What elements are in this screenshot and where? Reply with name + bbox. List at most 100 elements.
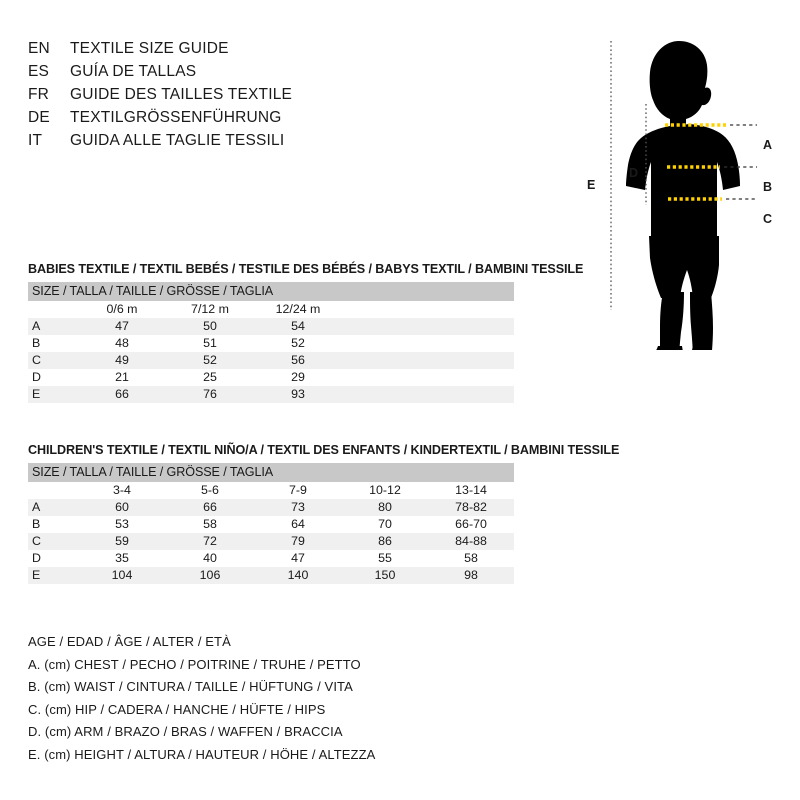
babies-cell-e-1: 76 [166, 386, 254, 403]
babies-cell-c-pad [342, 352, 514, 369]
language-code-fr: FR [28, 86, 50, 103]
babies-row-label-e: E [28, 386, 78, 403]
language-row-de: DE TEXTILGRÖSSENFÜHRUNG [28, 109, 448, 132]
babies-cell-a-1: 50 [166, 318, 254, 335]
table-row: D 21 25 29 [28, 369, 514, 386]
children-row-label-d: D [28, 550, 78, 567]
babies-corner-cell [28, 301, 78, 318]
babies-size-header-label: SIZE / TALLA / TAILLE / GRÖSSE / TAGLIA [28, 282, 514, 301]
babies-col-header-1: 7/12 m [166, 301, 254, 318]
children-cell-e-2: 140 [254, 567, 342, 584]
children-col-header-3: 10-12 [342, 482, 428, 499]
children-cell-b-1: 58 [166, 516, 254, 533]
language-code-es: ES [28, 63, 50, 80]
babies-cell-b-1: 51 [166, 335, 254, 352]
table-row: A 60 66 73 80 78-82 [28, 499, 515, 516]
children-row-label-e: E [28, 567, 78, 584]
legend-line-height: E. (cm) HEIGHT / ALTURA / HAUTEUR / HÖHE… [28, 746, 376, 762]
children-cell-c-1: 72 [166, 533, 254, 550]
language-title-en: TEXTILE SIZE GUIDE [70, 40, 229, 57]
table-row: E 66 76 93 [28, 386, 514, 403]
children-size-header-row: SIZE / TALLA / TAILLE / GRÖSSE / TAGLIA [28, 463, 515, 482]
children-cell-a-3: 80 [342, 499, 428, 516]
children-cell-d-2: 47 [254, 550, 342, 567]
children-cell-e-0: 104 [78, 567, 166, 584]
children-col-header-2: 7-9 [254, 482, 342, 499]
babies-cell-e-pad [342, 386, 514, 403]
children-cell-d-0: 35 [78, 550, 166, 567]
children-textile-section: CHILDREN'S TEXTILE / TEXTIL NIÑO/A / TEX… [28, 443, 619, 584]
table-row: C 49 52 56 [28, 352, 514, 369]
babies-column-header-row: 0/6 m 7/12 m 12/24 m [28, 301, 514, 318]
children-cell-c-2: 79 [254, 533, 342, 550]
language-row-es: ES GUÍA DE TALLAS [28, 63, 448, 86]
children-corner-cell [28, 482, 78, 499]
children-cell-d-4: 58 [428, 550, 515, 567]
children-row-label-b: B [28, 516, 78, 533]
language-title-de: TEXTILGRÖSSENFÜHRUNG [70, 109, 282, 126]
legend-line-waist: B. (cm) WAIST / CINTURA / TAILLE / HÜFTU… [28, 679, 353, 694]
legend-line-hip: C. (cm) HIP / CADERA / HANCHE / HÜFTE / … [28, 701, 326, 717]
marker-label-d: D [629, 166, 639, 180]
children-cell-a-2: 73 [254, 499, 342, 516]
babies-col-header-pad [342, 301, 514, 318]
babies-textile-section: BABIES TEXTILE / TEXTIL BEBÉS / TESTILE … [28, 262, 583, 403]
marker-label-a: A [763, 138, 773, 152]
babies-cell-a-0: 47 [78, 318, 166, 335]
legend-line-arm: D. (cm) ARM / BRAZO / BRAS / WAFFEN / BR… [28, 724, 343, 739]
children-cell-e-1: 106 [166, 567, 254, 584]
language-title-es: GUÍA DE TALLAS [70, 63, 197, 80]
children-cell-c-3: 86 [342, 533, 428, 550]
language-code-de: DE [28, 109, 50, 126]
table-row: A 47 50 54 [28, 318, 514, 335]
legend-line-chest: A. (cm) CHEST / PECHO / POITRINE / TRUHE… [28, 656, 361, 672]
children-row-label-c: C [28, 533, 78, 550]
babies-row-label-b: B [28, 335, 78, 352]
babies-cell-a-pad [342, 318, 514, 335]
marker-label-b: B [763, 180, 773, 194]
marker-label-c: C [763, 212, 773, 226]
children-cell-c-0: 59 [78, 533, 166, 550]
children-size-header-label: SIZE / TALLA / TAILLE / GRÖSSE / TAGLIA [28, 463, 515, 482]
children-cell-d-3: 55 [342, 550, 428, 567]
babies-cell-b-pad [342, 335, 514, 352]
table-row: E 104 106 140 150 98 [28, 567, 515, 584]
children-column-header-row: 3-4 5-6 7-9 10-12 13-14 [28, 482, 515, 499]
children-cell-e-3: 150 [342, 567, 428, 584]
language-header-block: EN TEXTILE SIZE GUIDE ES GUÍA DE TALLAS … [28, 40, 448, 155]
language-code-en: EN [28, 40, 50, 57]
children-cell-c-4: 84-88 [428, 533, 515, 550]
table-row: B 48 51 52 [28, 335, 514, 352]
language-title-fr: GUIDE DES TAILLES TEXTILE [70, 86, 293, 103]
language-row-fr: FR GUIDE DES TAILLES TEXTILE [28, 86, 448, 109]
babies-cell-d-0: 21 [78, 369, 166, 386]
babies-table-caption: BABIES TEXTILE / TEXTIL BEBÉS / TESTILE … [28, 262, 584, 276]
legend-line-age: AGE / EDAD / ÂGE / ALTER / ETÀ [28, 634, 231, 649]
measurement-legend: AGE / EDAD / ÂGE / ALTER / ETÀ A. (cm) C… [28, 631, 375, 766]
babies-cell-d-2: 29 [254, 369, 342, 386]
table-row: D 35 40 47 55 58 [28, 550, 515, 567]
children-cell-a-1: 66 [166, 499, 254, 516]
babies-cell-e-0: 66 [78, 386, 166, 403]
children-cell-a-0: 60 [78, 499, 166, 516]
child-silhouette-svg [610, 41, 757, 350]
children-cell-b-3: 70 [342, 516, 428, 533]
babies-cell-c-1: 52 [166, 352, 254, 369]
language-row-en: EN TEXTILE SIZE GUIDE [28, 40, 448, 63]
table-row: C 59 72 79 86 84-88 [28, 533, 515, 550]
measurement-figure: A B C D E [560, 20, 800, 350]
babies-cell-a-2: 54 [254, 318, 342, 335]
babies-cell-e-2: 93 [254, 386, 342, 403]
babies-cell-d-pad [342, 369, 514, 386]
children-table-caption: CHILDREN'S TEXTILE / TEXTIL NIÑO/A / TEX… [28, 443, 620, 457]
babies-cell-d-1: 25 [166, 369, 254, 386]
babies-row-label-d: D [28, 369, 78, 386]
babies-col-header-0: 0/6 m [78, 301, 166, 318]
children-cell-b-4: 66-70 [428, 516, 515, 533]
children-cell-b-0: 53 [78, 516, 166, 533]
children-col-header-1: 5-6 [166, 482, 254, 499]
children-col-header-0: 3-4 [78, 482, 166, 499]
babies-cell-b-2: 52 [254, 335, 342, 352]
child-silhouette-shape [626, 41, 740, 350]
children-cell-a-4: 78-82 [428, 499, 515, 516]
